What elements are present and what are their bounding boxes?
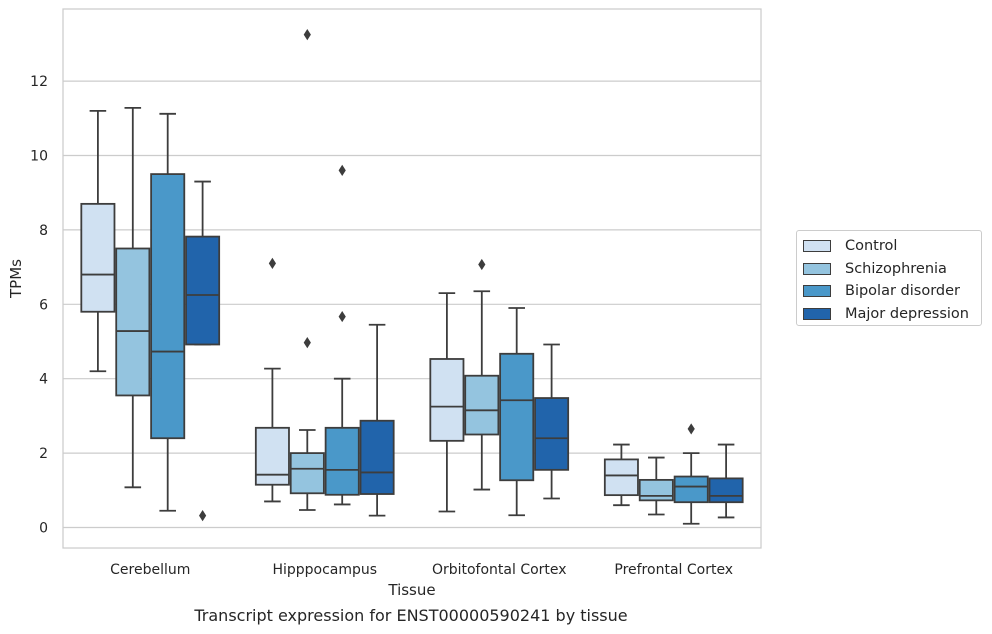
y-tick-label: 8 xyxy=(39,223,48,239)
legend-item: Schizophrenia xyxy=(803,258,975,281)
y-tick-label: 4 xyxy=(39,372,48,388)
legend-item: Major depression xyxy=(803,303,975,326)
outlier-point xyxy=(199,509,207,522)
box-iqr xyxy=(80,202,116,313)
y-tick-label: 2 xyxy=(39,446,48,462)
box-schizophrenia xyxy=(464,258,500,491)
x-axis-label: Tissue xyxy=(387,581,435,599)
box-control xyxy=(80,109,116,373)
y-tick-label: 6 xyxy=(39,297,48,313)
box-iqr xyxy=(429,358,465,442)
box-control xyxy=(254,257,290,503)
legend-swatch xyxy=(803,240,831,253)
chart-caption: Transcript expression for ENST0000059024… xyxy=(194,606,628,625)
legend-item: Bipolar disorder xyxy=(803,280,975,303)
y-tick-label: 12 xyxy=(30,74,48,90)
box-iqr xyxy=(289,452,325,495)
box-iqr xyxy=(464,374,500,436)
legend-item: Control xyxy=(803,235,975,258)
box-iqr xyxy=(185,235,221,346)
legend-label: Major depression xyxy=(845,305,969,322)
box-iqr xyxy=(603,458,639,497)
x-tick-labels: Cerebellum Hipppocampus Orbitofontal Corte… xyxy=(110,562,733,578)
outlier-point xyxy=(478,258,486,271)
legend-label: Control xyxy=(845,238,898,255)
outlier-point xyxy=(338,310,346,323)
outlier-point xyxy=(687,423,695,435)
box-iqr xyxy=(115,247,151,397)
plot-frame xyxy=(62,8,762,549)
y-axis-label: TPMs xyxy=(7,259,25,299)
outlier-point xyxy=(268,257,276,269)
legend-swatch xyxy=(803,307,831,320)
legend: Control Schizophrenia Bipolar disorder Majo… xyxy=(796,230,982,326)
box-iqr xyxy=(359,419,395,495)
y-tick-label: 0 xyxy=(39,521,48,537)
legend-label: Bipolar disorder xyxy=(845,283,960,300)
box-iqr xyxy=(499,352,535,482)
y-tick-labels: 0 2 4 6 8 10 12 xyxy=(30,74,48,536)
box-bipolar-disorder xyxy=(324,164,360,506)
outlier-point xyxy=(338,164,346,176)
box-schizophrenia xyxy=(115,106,151,489)
outlier-point xyxy=(303,29,311,41)
box-major-depression xyxy=(708,443,744,519)
box-iqr xyxy=(254,426,290,486)
box-schizophrenia xyxy=(289,29,325,511)
box-iqr xyxy=(673,475,709,504)
box-plots xyxy=(80,29,744,525)
box-major-depression xyxy=(534,343,570,500)
legend-swatch xyxy=(803,285,831,298)
box-control xyxy=(429,292,465,513)
outlier-point xyxy=(303,337,311,349)
y-tick-label: 10 xyxy=(30,149,48,165)
box-iqr xyxy=(708,477,744,504)
box-bipolar-disorder xyxy=(673,423,709,525)
box-iqr xyxy=(534,397,570,471)
box-control xyxy=(603,443,639,507)
box-iqr xyxy=(638,478,674,502)
legend-swatch xyxy=(803,262,831,275)
x-tick-label: Hipppocampus xyxy=(272,562,377,578)
legend-label: Schizophrenia xyxy=(845,260,947,277)
box-major-depression xyxy=(359,323,395,517)
box-schizophrenia xyxy=(638,456,674,516)
x-tick-label: Orbitofontal Cortex xyxy=(432,562,567,578)
x-tick-label: Cerebellum xyxy=(110,562,190,578)
box-bipolar-disorder xyxy=(499,307,535,517)
box-iqr xyxy=(324,426,360,496)
x-tick-label: Prefrontal Cortex xyxy=(614,562,733,578)
box-major-depression xyxy=(185,180,221,522)
box-iqr xyxy=(150,173,186,440)
box-bipolar-disorder xyxy=(150,112,186,512)
